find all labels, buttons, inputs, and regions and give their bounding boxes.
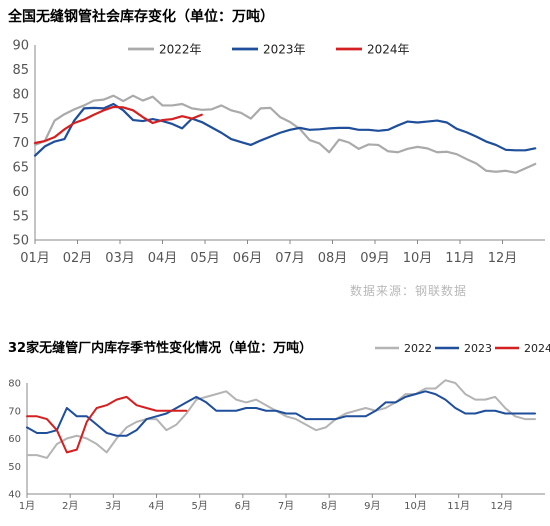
top-chart-y-tick-label: 80 [12,87,29,102]
top-chart-series-line-2022年 [33,94,537,174]
bottom-chart-y-tick-label: 50 [8,462,21,473]
bottom-chart-x-tick-label: 11月 [447,500,470,512]
bottom-chart-x-tick-label: 1月 [19,500,35,512]
top-chart-x-tick-label: 09月 [360,251,390,266]
bottom-chart-series-line-2024 [26,395,188,454]
bottom-chart-x-tick-label: 9月 [364,500,380,512]
top-chart-legend-label: 2023年 [263,42,306,56]
top-chart-x-tick-label: 08月 [318,251,348,266]
top-chart-legend: 2022年 2023年 2024年 [128,42,410,56]
bottom-chart-series-line-2022 [26,379,537,459]
bottom-chart-x-tick-label: 10月 [404,500,427,512]
top-chart-x-tick-label: 04月 [148,251,178,266]
data-source-note: 数据来源：钢联数据 [350,284,468,298]
bottom-chart-y-tick-label: 70 [8,406,21,417]
bottom-chart-x-tick-label: 5月 [191,500,207,512]
top-chart-legend-label: 2024年 [367,42,410,56]
bottom-chart-x-tick-label: 2月 [62,500,78,512]
bottom-chart-y-tick-label: 40 [8,490,21,501]
bottom-chart-series-line-2023 [26,390,537,437]
bottom-chart-x-tick-label: 12月 [490,500,513,512]
bottom-chart-title: 32家无缝管厂内库存季节性变化情况（单位：万吨） [8,341,313,356]
bottom-chart-y-tick-label: 80 [8,379,21,390]
top-chart-y-tick-label: 65 [12,161,29,176]
bottom-chart-x-tick-label: 4月 [148,500,164,512]
bottom-chart-legend-label: 2023 [464,342,492,355]
top-chart-y-tick-label: 70 [12,136,29,151]
bottom-chart-x-tick-label: 3月 [105,500,121,512]
top-chart-y-tick-label: 90 [12,39,29,54]
top-chart-x-tick-label: 11月 [445,251,475,266]
top-chart: 50 55 60 65 70 75 80 85 90 01月 02月 03月 04月 05月 06月 07月 0… [12,39,545,266]
top-chart-x-tick-label: 05月 [190,251,220,266]
bottom-chart-x-tick-label: 8月 [321,500,337,512]
bottom-chart: 40 50 60 70 80 1月 2月 3月 4月 5月 6月 7月 8月 9月 10月 11月 12月 202… [8,342,550,512]
top-chart-y-tick-label: 50 [12,234,29,249]
top-chart-title: 全国无缝钢管社会库存变化（单位：万吨） [8,9,274,25]
bottom-chart-legend-label: 2024 [524,342,550,355]
top-chart-x-tick-label: 06月 [233,251,263,266]
top-chart-y-tick-label: 75 [12,112,29,127]
top-chart-series-line-2023年 [33,102,537,157]
top-chart-series-line-2024年 [33,105,203,145]
top-chart-x-tick-label: 07月 [275,251,305,266]
top-chart-y-tick-label: 55 [12,209,29,224]
bottom-chart-x-tick-label: 7月 [278,500,294,512]
bottom-chart-legend: 2022 2023 2024 [375,342,550,355]
top-chart-x-tick-label: 12月 [488,251,518,266]
top-chart-x-tick-label: 02月 [63,251,93,266]
top-chart-x-tick-label: 10月 [403,251,433,266]
top-chart-x-tick-label: 01月 [20,251,50,266]
bottom-chart-legend-label: 2022 [404,342,432,355]
bottom-chart-x-tick-label: 6月 [235,500,251,512]
top-chart-y-tick-label: 60 [12,185,29,200]
bottom-chart-y-tick-label: 60 [8,434,21,445]
top-chart-y-tick-label: 85 [12,63,29,78]
top-chart-x-tick-label: 03月 [105,251,135,266]
top-chart-legend-label: 2022年 [159,42,202,56]
